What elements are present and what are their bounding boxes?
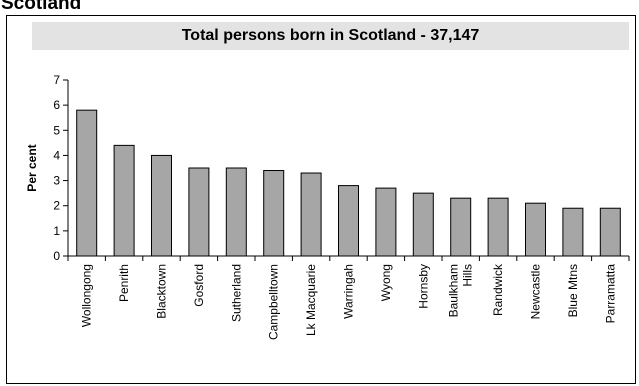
- bar: [412, 192, 434, 257]
- y-tick-label: 1: [53, 224, 60, 238]
- x-tick-label: Wollongong: [80, 264, 94, 327]
- bar: [188, 167, 210, 257]
- bar: [525, 202, 546, 257]
- x-tick-label: Lk Macquarie: [304, 264, 318, 336]
- y-tick-label: 4: [53, 148, 60, 162]
- x-tick-label: Randwick: [491, 263, 505, 316]
- x-tick-label: Sutherland: [229, 264, 243, 322]
- x-tick-label: Newcastle: [529, 264, 543, 320]
- x-tick-label: Hills: [461, 264, 475, 287]
- x-tick-label: Campbelltown: [267, 264, 281, 340]
- x-tick-label: Penrith: [117, 264, 131, 302]
- bar: [300, 172, 322, 257]
- bar: [338, 185, 359, 257]
- bar: [375, 187, 397, 257]
- bars: [76, 109, 621, 257]
- y-tick-label: 5: [53, 123, 60, 137]
- x-tick-label: Warringah: [342, 264, 356, 319]
- chart-title: Total persons born in Scotland - 37,147: [32, 22, 629, 50]
- x-tick-label: Gosford: [192, 264, 206, 307]
- y-axis: 0 1 2 3 4 5 6 7: [53, 73, 69, 263]
- y-tick-label: 7: [53, 73, 60, 87]
- x-tick-label: Baulkham: [447, 264, 461, 317]
- bar: [450, 197, 472, 257]
- bar: [263, 170, 285, 257]
- x-tick-label: Hornsby: [416, 264, 430, 309]
- x-tick-label: Wyong: [379, 264, 393, 301]
- bar: [599, 207, 621, 257]
- y-axis-label: Per cent: [25, 144, 39, 191]
- y-tick-label: 3: [53, 174, 60, 188]
- bar: [76, 109, 98, 257]
- bar: [151, 154, 172, 257]
- x-tick-label: Parramatta: [603, 264, 617, 324]
- x-axis: Wollongong Penrith Blacktown Gosford Sutherl…: [67, 255, 630, 340]
- bar: [225, 167, 247, 257]
- bar: [487, 197, 509, 257]
- page-heading: Scotland: [1, 0, 82, 14]
- x-tick-label: Blacktown: [155, 264, 169, 319]
- y-tick-label: 6: [53, 98, 60, 112]
- bar: [113, 144, 135, 257]
- y-tick-label: 2: [53, 199, 60, 213]
- y-tick-label: 0: [53, 249, 60, 263]
- x-tick-label: Blue Mtns: [566, 264, 580, 317]
- bar: [562, 207, 584, 257]
